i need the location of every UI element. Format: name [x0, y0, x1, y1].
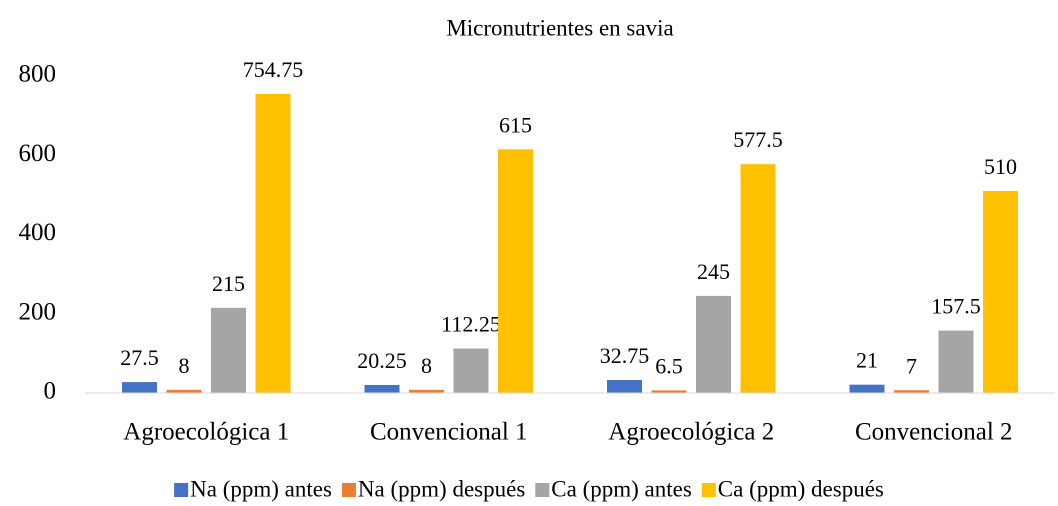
y-tick-label: 800: [19, 61, 57, 88]
bar: [122, 382, 157, 393]
bar: [409, 389, 444, 393]
x-tick-label: Agroecológica 2: [608, 419, 774, 446]
legend-label: Na (ppm) antes: [190, 476, 332, 501]
legend-swatch: [535, 483, 550, 497]
x-tick-label: Agroecológica 1: [123, 419, 289, 446]
value-label: 615: [499, 112, 532, 137]
value-label: 8: [421, 353, 432, 378]
value-label: 245: [697, 259, 730, 284]
y-tick-label: 400: [19, 219, 57, 246]
value-label: 20.25: [357, 348, 407, 373]
legend-swatch: [174, 483, 189, 497]
value-label: 27.5: [120, 345, 159, 370]
value-label: 21: [856, 348, 878, 373]
value-label: 6.5: [655, 353, 683, 378]
bar: [983, 190, 1018, 393]
y-tick-label: 0: [44, 378, 57, 405]
x-tick-label: Convencional 1: [370, 419, 528, 446]
y-tick-label: 600: [19, 140, 57, 167]
bar: [607, 380, 642, 393]
bar: [255, 93, 291, 394]
legend-swatch: [341, 483, 356, 497]
chart-title: Micronutrientes en savia: [446, 15, 673, 40]
legend-label: Ca (ppm) antes: [551, 476, 692, 501]
value-label: 112.25: [441, 312, 501, 337]
bar: [211, 307, 246, 393]
bar: [740, 164, 776, 393]
value-label: 32.75: [600, 343, 650, 368]
bar: [166, 389, 202, 393]
bar: [696, 295, 731, 393]
bar: [364, 384, 400, 393]
bar: [849, 384, 885, 393]
legend-label: Na (ppm) después: [358, 476, 525, 501]
value-label: 510: [984, 154, 1017, 179]
y-tick-label: 200: [19, 298, 57, 325]
value-label: 7: [906, 353, 917, 378]
bar: [894, 390, 929, 393]
legend-swatch: [701, 483, 716, 497]
value-label: 754.75: [243, 57, 304, 82]
x-tick-label: Convencional 2: [855, 419, 1013, 446]
bar: [651, 390, 687, 393]
bar: [453, 348, 489, 393]
bar: [498, 149, 533, 393]
value-label: 157.5: [931, 294, 981, 319]
value-label: 215: [212, 271, 245, 296]
legend-label: Ca (ppm) después: [718, 476, 884, 501]
bar: [938, 330, 974, 393]
value-label: 8: [179, 353, 190, 378]
value-label: 577.5: [733, 127, 783, 152]
